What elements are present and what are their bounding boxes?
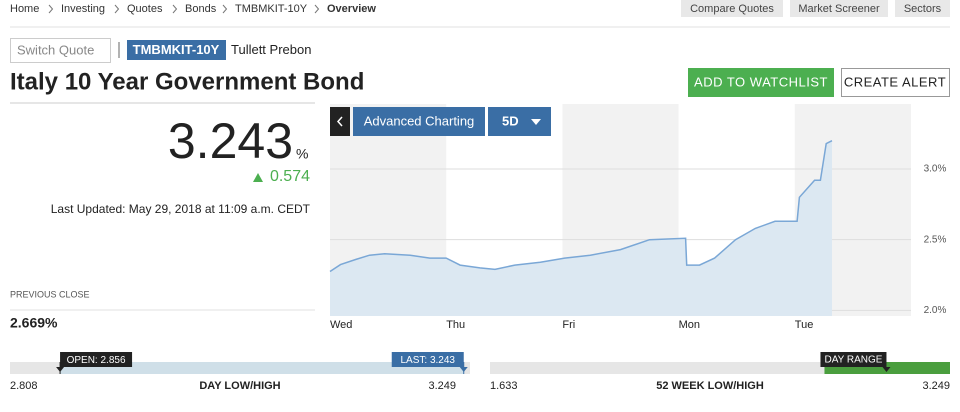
breadcrumb-item[interactable]: Bonds xyxy=(185,3,217,15)
x-tick-label: Wed xyxy=(330,319,352,331)
last-flag xyxy=(391,352,464,367)
last-flag-text: LAST: 3.243 xyxy=(400,355,455,366)
nav-button-label[interactable]: Compare Quotes xyxy=(690,3,774,15)
y-tick-label: 2.5% xyxy=(924,234,947,245)
source: Tullett Prebon xyxy=(231,42,311,57)
nav-button-label[interactable]: Sectors xyxy=(904,3,942,15)
dropdown-arrow xyxy=(531,119,541,125)
alert-button[interactable] xyxy=(841,68,950,97)
day-range-flag xyxy=(820,352,887,367)
advanced-label[interactable]: Advanced Charting xyxy=(364,113,475,128)
x-tick-label: Mon xyxy=(679,319,700,331)
chart-back[interactable] xyxy=(330,107,350,136)
nav-button-label[interactable]: Market Screener xyxy=(798,3,880,15)
breadcrumb-chevron xyxy=(48,4,54,14)
nav-button[interactable] xyxy=(790,0,888,17)
search-placeholder[interactable]: Switch Quote xyxy=(17,42,94,57)
year-range-label: 52 WEEK LOW/HIGH xyxy=(656,380,764,392)
day-low: 2.808 xyxy=(10,380,38,392)
breadcrumb-chevron xyxy=(114,4,120,14)
breadcrumb-chevron xyxy=(222,4,228,14)
day-range-fill xyxy=(60,362,464,374)
previous-close: 2.669% xyxy=(10,315,58,331)
last-value: 3.243 xyxy=(430,355,455,366)
watchlist-button[interactable] xyxy=(688,68,834,97)
price-line xyxy=(329,140,833,273)
open-flag xyxy=(60,352,133,367)
search-box[interactable] xyxy=(10,38,111,63)
day-range-flag-text: DAY RANGE xyxy=(824,355,882,366)
breadcrumb-chevron xyxy=(172,4,178,14)
x-tick-label: Thu xyxy=(446,319,465,331)
year-high: 3.249 xyxy=(922,380,950,392)
x-tick-label: Tue xyxy=(795,319,814,331)
alert-label[interactable]: CREATE ALERT xyxy=(844,74,946,89)
page-title: Italy 10 Year Government Bond xyxy=(10,68,364,95)
nav-button[interactable] xyxy=(895,0,950,17)
breadcrumb-item[interactable]: Home xyxy=(10,3,39,15)
day-range-pointer xyxy=(882,367,891,372)
open-value: 2.856 xyxy=(101,355,126,366)
day-range-label: DAY LOW/HIGH xyxy=(199,380,280,392)
last-updated: Last Updated: May 29, 2018 at 11:09 a.m.… xyxy=(51,202,311,216)
watchlist-label[interactable]: ADD TO WATCHLIST xyxy=(694,74,828,89)
last-label: LAST: xyxy=(400,355,427,366)
open-label: OPEN: xyxy=(67,355,98,366)
chevron xyxy=(336,116,343,127)
breadcrumb-item: Overview xyxy=(327,3,376,15)
advanced-button[interactable] xyxy=(353,107,485,136)
chart: Wed Thu Fri Mon Tue 2.0% 2.5% 3.0% xyxy=(329,104,947,331)
price: 3.243 xyxy=(168,113,293,169)
range-label[interactable]: 5D xyxy=(502,113,519,128)
y-tick-label: 2.0% xyxy=(924,305,947,316)
ranges: OPEN: 2.856 LAST: 3.243 2.808 DAY LOW/HIGH 3… xyxy=(10,352,950,392)
breadcrumb-item[interactable]: Investing xyxy=(61,3,105,15)
ticker-badge xyxy=(127,40,226,60)
up-arrow xyxy=(253,173,263,182)
range-button[interactable] xyxy=(488,107,551,136)
price-unit: % xyxy=(296,146,308,162)
breadcrumb-item[interactable]: TMBMKIT-10Y xyxy=(235,3,308,15)
year-low: 1.633 xyxy=(490,380,518,392)
nav-button[interactable] xyxy=(681,0,783,17)
breadcrumb-item[interactable]: Quotes xyxy=(127,3,163,15)
open-flag-text: OPEN: 2.856 xyxy=(67,355,126,366)
day-high: 3.249 xyxy=(428,380,456,392)
line-area xyxy=(330,140,832,316)
change: 0.574 xyxy=(270,168,310,185)
breadcrumb-chevron xyxy=(314,4,320,14)
previous-close-label: PREVIOUS CLOSE xyxy=(10,289,90,299)
x-tick-label: Fri xyxy=(562,319,575,331)
ticker: TMBMKIT-10Y xyxy=(133,42,220,57)
y-tick-label: 3.0% xyxy=(924,164,947,175)
